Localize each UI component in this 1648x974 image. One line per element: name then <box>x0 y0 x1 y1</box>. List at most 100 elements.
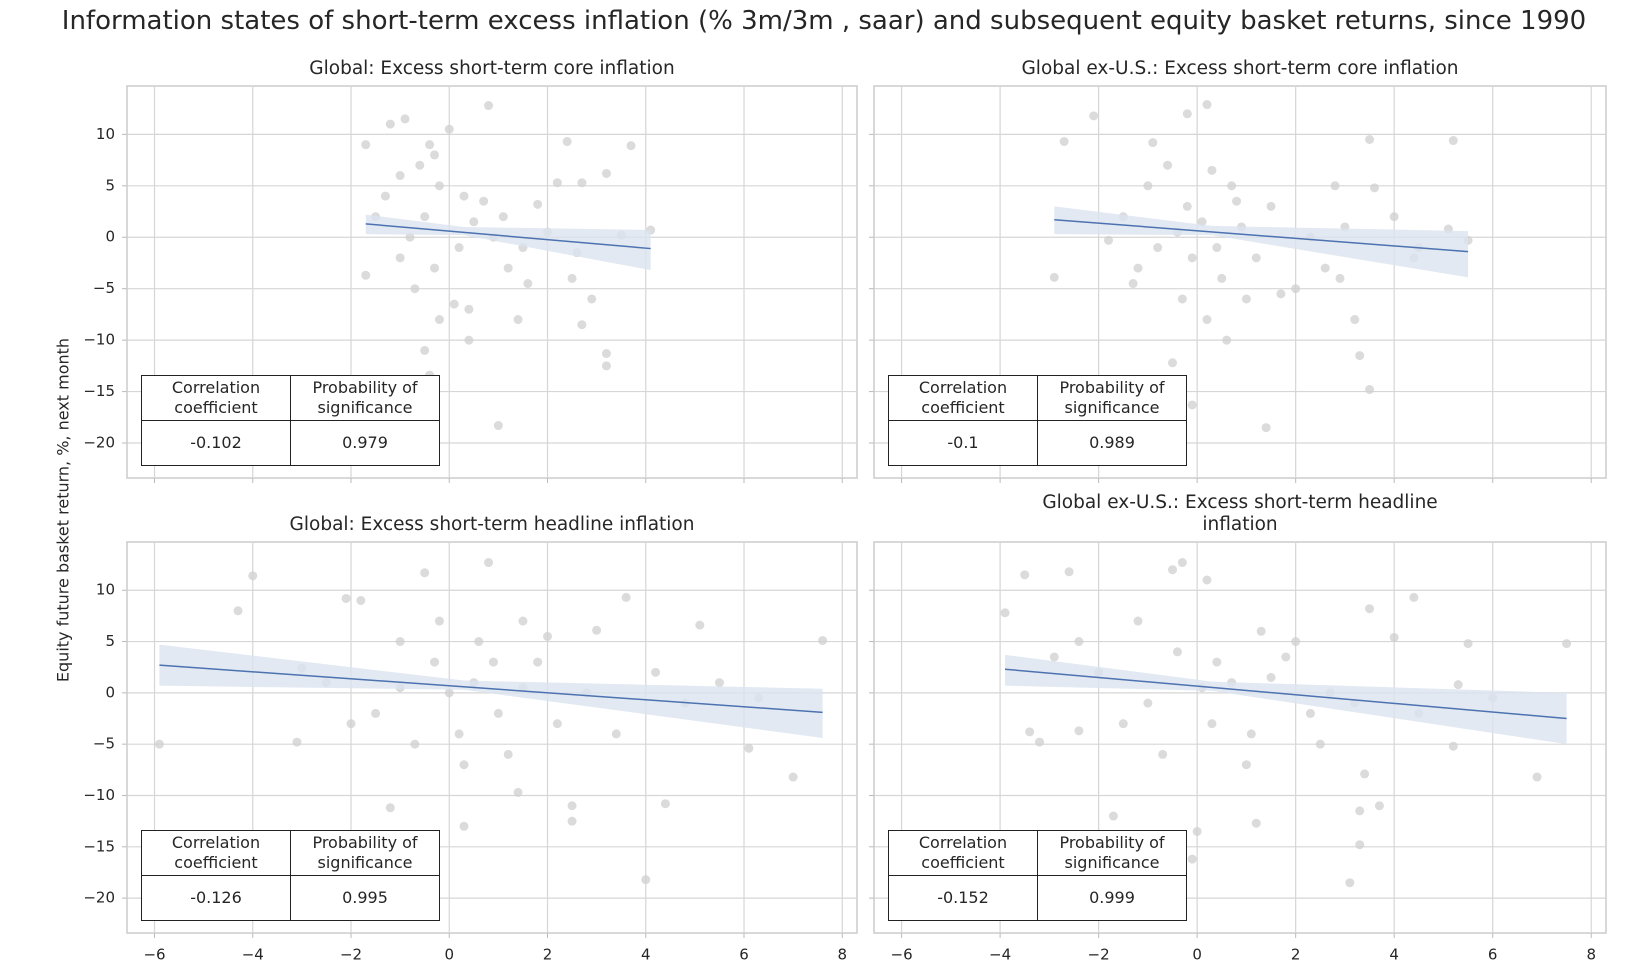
scatter-point <box>1020 570 1030 580</box>
confidence-band <box>1054 206 1469 278</box>
scatter-point <box>385 803 395 813</box>
scatter-point <box>714 678 724 688</box>
y-tick-label: 5 <box>105 176 115 194</box>
table-header-cell: Probability of significance <box>1037 830 1187 876</box>
y-tick-label: 10 <box>96 125 115 143</box>
scatter-point <box>1281 652 1291 662</box>
y-tick-label: 0 <box>105 228 115 246</box>
scatter-point <box>1409 592 1419 602</box>
scatter-point <box>1143 181 1153 191</box>
scatter-point <box>405 232 415 242</box>
scatter-point <box>788 772 798 782</box>
y-tick-label: −5 <box>93 735 115 753</box>
table-value-cell: 0.989 <box>1037 420 1187 466</box>
scatter-point <box>1360 769 1370 779</box>
scatter-point <box>371 708 381 718</box>
scatter-point <box>444 688 454 698</box>
table-value-row: -0.152 0.999 <box>888 875 1187 921</box>
scatter-point <box>552 719 562 729</box>
scatter-point <box>523 279 533 289</box>
scatter-point <box>1059 137 1069 147</box>
y-tick-label: 5 <box>105 632 115 650</box>
scatter-point <box>1187 854 1197 864</box>
scatter-point <box>1182 109 1192 119</box>
scatter-point <box>1025 727 1035 737</box>
table-header-cell: Probability of significance <box>290 375 440 421</box>
scatter-point <box>1163 160 1173 170</box>
scatter-point <box>1153 243 1163 253</box>
x-tick-label: −4 <box>242 946 264 964</box>
scatter-point <box>346 719 356 729</box>
regression-line <box>159 664 823 714</box>
scatter-point <box>459 760 469 770</box>
scatter-point <box>1148 138 1158 148</box>
scatter-point <box>1389 212 1399 222</box>
scatter-point <box>1207 719 1217 729</box>
scatter-point <box>1133 263 1143 273</box>
scatter-point <box>1212 243 1222 253</box>
scatter-point <box>567 273 577 283</box>
scatter-point <box>459 191 469 201</box>
confidence-band <box>159 644 823 739</box>
scatter-point <box>498 212 508 222</box>
y-tick-label: −10 <box>83 331 115 349</box>
stats-table: Correlation coefficient Probability of si… <box>141 830 440 921</box>
x-tick-label: 0 <box>444 946 454 964</box>
scatter-point <box>503 749 513 759</box>
scatter-point <box>1202 575 1212 585</box>
scatter-point <box>1227 181 1237 191</box>
scatter-point <box>533 199 543 209</box>
scatter-point <box>744 743 754 753</box>
table-header-row: Correlation coefficient Probability of si… <box>888 375 1187 421</box>
scatter-point <box>420 212 430 222</box>
scatter-point <box>1345 878 1355 888</box>
scatter-point <box>1049 272 1059 282</box>
x-tick-label: 0 <box>1192 946 1202 964</box>
scatter-point <box>1355 840 1365 850</box>
scatter-point <box>420 345 430 355</box>
scatter-point <box>385 119 395 129</box>
table-value-row: -0.126 0.995 <box>141 875 440 921</box>
scatter-point <box>484 558 494 568</box>
scatter-point <box>1049 652 1059 662</box>
table-value-cell: -0.152 <box>888 875 1038 921</box>
table-header-cell: Probability of significance <box>1037 375 1187 421</box>
scatter-point <box>592 625 602 635</box>
table-value-cell: -0.1 <box>888 420 1038 466</box>
stats-table: Correlation coefficient Probability of si… <box>888 375 1187 466</box>
x-tick-label: 8 <box>1586 946 1596 964</box>
scatter-point <box>518 616 528 626</box>
scatter-point <box>400 114 410 124</box>
scatter-point <box>1118 719 1128 729</box>
table-header-cell: Correlation coefficient <box>141 830 291 876</box>
table-value-cell: -0.126 <box>141 875 291 921</box>
scatter-point <box>1133 616 1143 626</box>
scatter-point <box>543 631 553 641</box>
scatter-point <box>380 191 390 201</box>
scatter-point <box>434 181 444 191</box>
x-tick-label: −4 <box>989 946 1011 964</box>
scatter-point <box>395 253 405 263</box>
scatter-point <box>430 150 440 160</box>
scatter-point <box>464 335 474 345</box>
table-header-cell: Correlation coefficient <box>141 375 291 421</box>
scatter-point <box>601 168 611 178</box>
table-header-cell: Correlation coefficient <box>888 375 1038 421</box>
scatter-point <box>533 657 543 667</box>
scatter-point <box>356 595 366 605</box>
scatter-point <box>1291 284 1301 294</box>
scatter-point <box>479 196 489 206</box>
scatter-point <box>1266 672 1276 682</box>
scatter-point <box>1187 253 1197 263</box>
scatter-point <box>552 178 562 188</box>
y-tick-label: −15 <box>83 382 115 400</box>
scatter-point <box>1315 739 1325 749</box>
scatter-point <box>1182 201 1192 211</box>
table-header-row: Correlation coefficient Probability of si… <box>141 375 440 421</box>
scatter-point <box>464 304 474 314</box>
panel-title: Global: Excess short-term core inflation <box>309 58 675 79</box>
scatter-point <box>1064 567 1074 577</box>
panel-title: Global: Excess short-term headline infla… <box>289 514 695 535</box>
scatter-point <box>415 160 425 170</box>
